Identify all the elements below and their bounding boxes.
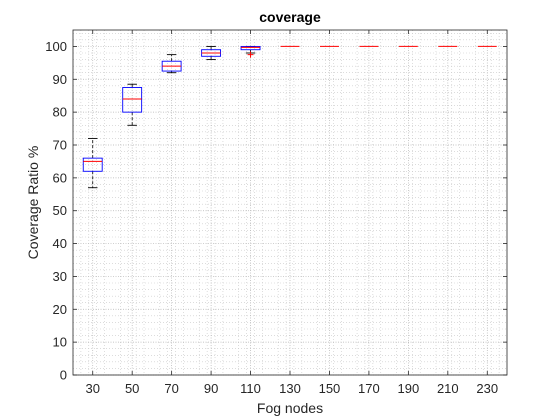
box-50: [122, 83, 143, 126]
x-tick-label: 30: [85, 381, 99, 396]
y-tick-label: 100: [45, 39, 67, 54]
chart-title: coverage: [259, 9, 321, 25]
x-tick-label: 50: [125, 381, 139, 396]
y-tick-label: 40: [53, 236, 67, 251]
x-tick-label: 90: [204, 381, 218, 396]
y-tick-label: 50: [53, 203, 67, 218]
y-tick-label: 80: [53, 105, 67, 120]
box-70: [161, 54, 182, 74]
x-tick-label: 150: [319, 381, 341, 396]
iqr-box: [82, 157, 103, 172]
x-tick-label: 110: [240, 381, 261, 396]
x-tick-label: 170: [358, 381, 380, 396]
x-tick-label: 70: [164, 381, 178, 396]
y-tick-label: 90: [53, 72, 67, 87]
box-90: [201, 45, 222, 61]
ticks-layer: 0 10 20 30 40 50 60 70 80 90 100 30 50 70 90 110 130 150 1…: [45, 30, 507, 396]
box-30: [82, 137, 103, 189]
x-tick-label: 230: [476, 381, 498, 396]
y-tick-label: 60: [53, 170, 67, 185]
iqr-box: [122, 87, 143, 113]
y-tick-label: 20: [53, 302, 67, 317]
y-tick-label: 30: [53, 269, 67, 284]
y-axis-label: Coverage Ratio %: [25, 146, 41, 260]
y-tick-label: 70: [53, 138, 67, 153]
y-tick-label: 0: [60, 368, 67, 383]
x-tick-label: 190: [398, 381, 420, 396]
iqr-box: [240, 45, 261, 51]
grid-layer: [73, 30, 507, 376]
x-tick-label: 210: [437, 381, 459, 396]
x-tick-label: 130: [279, 381, 301, 396]
y-tick-label: 10: [53, 335, 67, 350]
x-axis-label: Fog nodes: [257, 400, 323, 416]
box-110: [240, 45, 261, 58]
